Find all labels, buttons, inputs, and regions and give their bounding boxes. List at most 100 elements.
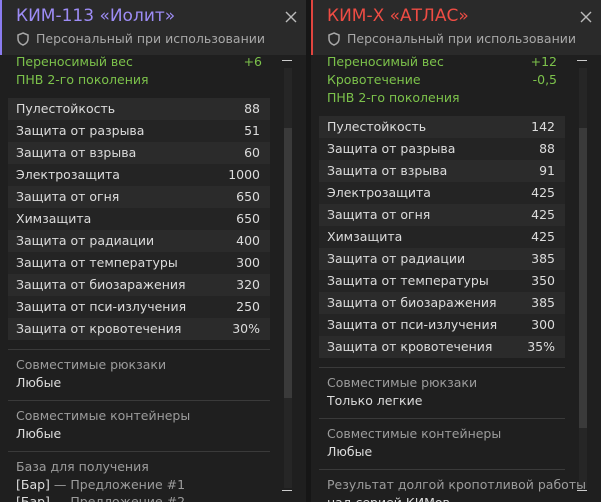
stat-value: 88 — [244, 101, 260, 116]
section-divider — [319, 469, 565, 470]
source-tag: [Бар] — [16, 494, 50, 502]
panel-header: КИМ-113 «Иолит» Персональный при использо… — [0, 0, 306, 55]
scroll-thumb[interactable] — [579, 128, 587, 428]
section-divider — [8, 349, 270, 350]
scroll-thumb[interactable] — [284, 128, 292, 398]
stat-label: Защита от разрыва — [327, 141, 456, 156]
stat-value: 425 — [531, 229, 555, 244]
section-line: Любые — [16, 372, 61, 394]
item-subtitle: Персональный при использовании — [347, 31, 576, 46]
stat-row: Защита от кровотечения 35% — [319, 336, 565, 358]
scroll-up — [282, 60, 292, 61]
item-panel: КИМ-X «АТЛАС» Персональный при использова… — [311, 0, 601, 502]
bonus-label: ПНВ 2-го поколения — [16, 72, 149, 87]
stat-value: 1000 — [228, 167, 260, 182]
bonus-label: Переносимый вес — [327, 54, 444, 69]
bonus-value: -0,5 — [532, 72, 557, 87]
stat-value: 35% — [527, 339, 555, 354]
section-label: Совместимые контейнеры — [327, 426, 502, 441]
stat-row: Защита от взрыва 91 — [319, 160, 565, 182]
stat-value: 400 — [236, 233, 260, 248]
section-divider — [8, 400, 270, 401]
stat-value: 30% — [232, 321, 260, 336]
stat-row: Защита от разрыва 51 — [8, 120, 270, 142]
source-text: — Предложение #1 — [53, 477, 186, 492]
stat-row: Защита от температуры 350 — [319, 270, 565, 292]
stat-row: Защита от взрыва 60 — [8, 142, 270, 164]
scroll-down — [282, 490, 292, 491]
stat-value: 142 — [531, 119, 555, 134]
stat-row: Электрозащита 1000 — [8, 164, 270, 186]
stat-label: Защита от кровотечения — [327, 339, 493, 354]
stat-value: 320 — [236, 277, 260, 292]
stat-row: Защита от разрыва 88 — [319, 138, 565, 160]
stat-value: 91 — [539, 163, 555, 178]
stat-label: Защита от биозаражения — [327, 295, 497, 310]
section-label: База для получения — [16, 459, 149, 474]
stat-label: Защита от огня — [327, 207, 431, 222]
stat-label: Защита от кровотечения — [16, 321, 182, 336]
stat-row: Защита от пси-излучения 250 — [8, 296, 270, 318]
source-text: — Предложение #2 — [53, 494, 186, 502]
item-title: КИМ-X «АТЛАС» — [327, 6, 469, 26]
line-text: Любые — [327, 444, 373, 459]
stat-value: 60 — [244, 145, 260, 160]
stat-label: Защита от взрыва — [16, 145, 137, 160]
section-line: [Бар] — Предложение #1 — [16, 474, 185, 496]
stat-value: 385 — [531, 251, 555, 266]
stat-label: Защита от радиации — [327, 251, 466, 266]
stat-label: Электрозащита — [327, 185, 431, 200]
stat-row: Защита от пси-излучения 300 — [319, 314, 565, 336]
stat-row: Химзащита 425 — [319, 226, 565, 248]
stat-value: 51 — [244, 123, 260, 138]
section-line: [Бар] — Предложение #2 — [16, 491, 185, 502]
source-tag: [Бар] — [16, 477, 50, 492]
section-line: над серией КИМов — [327, 492, 450, 502]
line-text: Любые — [16, 375, 62, 390]
stat-label: Защита от взрыва — [327, 163, 448, 178]
close-button[interactable] — [579, 10, 593, 27]
stat-label: Защита от огня — [16, 189, 120, 204]
section-label: Совместимые рюкзаки — [327, 375, 478, 390]
stat-row: Защита от биозаражения 320 — [8, 274, 270, 296]
shield-icon — [328, 32, 340, 49]
section-divider — [8, 451, 270, 452]
bonus-label: ПНВ 2-го поколения — [327, 90, 460, 105]
stat-label: Защита от температуры — [16, 255, 178, 270]
stat-value: 425 — [531, 207, 555, 222]
accent-bar — [0, 0, 2, 55]
stat-label: Защита от пси-излучения — [327, 317, 498, 332]
line-text: Только легкие — [327, 393, 423, 408]
stat-value: 250 — [236, 299, 260, 314]
stat-value: 300 — [531, 317, 555, 332]
scroll-down — [577, 490, 587, 491]
stat-value: 300 — [236, 255, 260, 270]
section-label: Результат долгой кропотливой работы — [327, 477, 586, 492]
stat-row: Защита от температуры 300 — [8, 252, 270, 274]
close-button[interactable] — [284, 10, 298, 27]
section-divider — [319, 367, 565, 368]
stat-row: Защита от биозаражения 385 — [319, 292, 565, 314]
stat-label: Пулестойкость — [16, 101, 116, 116]
stat-value: 425 — [531, 185, 555, 200]
shield-icon — [17, 32, 29, 49]
stat-value: 650 — [236, 189, 260, 204]
section-label: Совместимые контейнеры — [16, 408, 191, 423]
stat-row: Пулестойкость 142 — [319, 116, 565, 138]
stat-value: 88 — [539, 141, 555, 156]
bonus-label: Переносимый вес — [16, 54, 133, 69]
stat-row: Электрозащита 425 — [319, 182, 565, 204]
item-subtitle: Персональный при использовании — [36, 31, 265, 46]
stat-label: Защита от температуры — [327, 273, 489, 288]
section-label: Совместимые рюкзаки — [16, 357, 167, 372]
line-text: Любые — [16, 426, 62, 441]
section-divider — [319, 418, 565, 419]
stat-row: Защита от кровотечения 30% — [8, 318, 270, 340]
accent-bar — [311, 0, 313, 55]
stat-label: Защита от радиации — [16, 233, 155, 248]
stat-row: Пулестойкость 88 — [8, 98, 270, 120]
stat-value: 385 — [531, 295, 555, 310]
stat-row: Химзащита 650 — [8, 208, 270, 230]
section-line: Только легкие — [327, 390, 422, 412]
